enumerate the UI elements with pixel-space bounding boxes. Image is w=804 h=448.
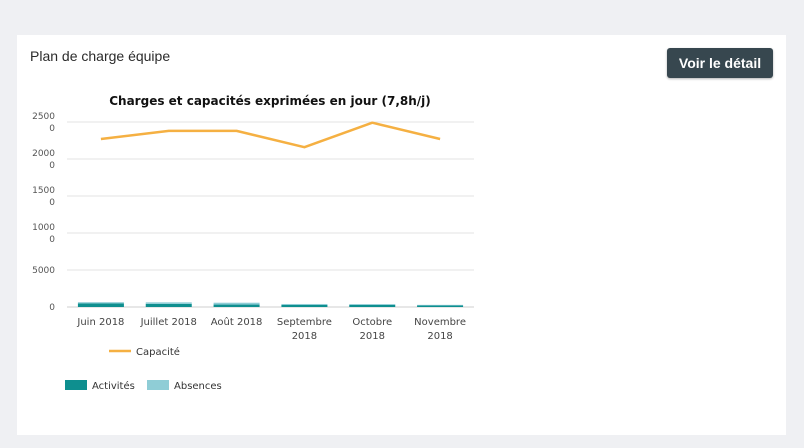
bar-activités bbox=[349, 304, 396, 307]
bar-activités bbox=[281, 305, 328, 307]
bar-activités bbox=[213, 304, 260, 307]
bar-absences bbox=[213, 302, 260, 305]
bar-absences bbox=[417, 304, 464, 306]
x-tick-label: Octobre 2018 bbox=[352, 317, 392, 342]
x-tick-label: Juillet 2018 bbox=[140, 317, 197, 328]
x-tick-label: Septembre 2018 bbox=[277, 317, 332, 342]
legend-activités-label: Activités bbox=[92, 380, 135, 392]
x-tick-label: Août 2018 bbox=[211, 316, 263, 328]
y-tick-label: 2500 0 bbox=[32, 112, 55, 134]
y-tick-label: 1500 0 bbox=[32, 186, 55, 208]
bar-absences bbox=[145, 302, 192, 304]
bar-activités bbox=[145, 303, 192, 307]
y-tick-label: 5000 bbox=[32, 266, 55, 276]
bar-activités bbox=[77, 303, 124, 307]
bar-absences bbox=[281, 303, 328, 306]
team-workload-card: Plan de charge équipe Voir le détail Cha… bbox=[17, 35, 786, 435]
capacity-line bbox=[100, 121, 441, 149]
y-tick-label: 1000 0 bbox=[32, 223, 55, 245]
x-tick-label: Novembre 2018 bbox=[414, 317, 466, 342]
workload-chart: Charges et capacités exprimées en jour (… bbox=[32, 94, 474, 392]
x-tick-label: Juin 2018 bbox=[76, 317, 124, 328]
card-title: Plan de charge équipe bbox=[30, 48, 171, 64]
legend-capacity-label: Capacité bbox=[136, 346, 180, 358]
legend-absences-label: Absences bbox=[174, 381, 222, 392]
bar-activités bbox=[417, 305, 464, 307]
y-tick-label: 2000 0 bbox=[32, 149, 55, 171]
bar-absences bbox=[77, 302, 124, 304]
chart-title: Charges et capacités exprimées en jour (… bbox=[109, 94, 431, 108]
legend-activités-swatch bbox=[65, 380, 87, 390]
view-detail-button[interactable]: Voir le détail bbox=[667, 48, 773, 78]
y-tick-label: 0 bbox=[49, 303, 55, 313]
legend-absences-swatch bbox=[147, 380, 169, 390]
bar-absences bbox=[349, 304, 396, 305]
